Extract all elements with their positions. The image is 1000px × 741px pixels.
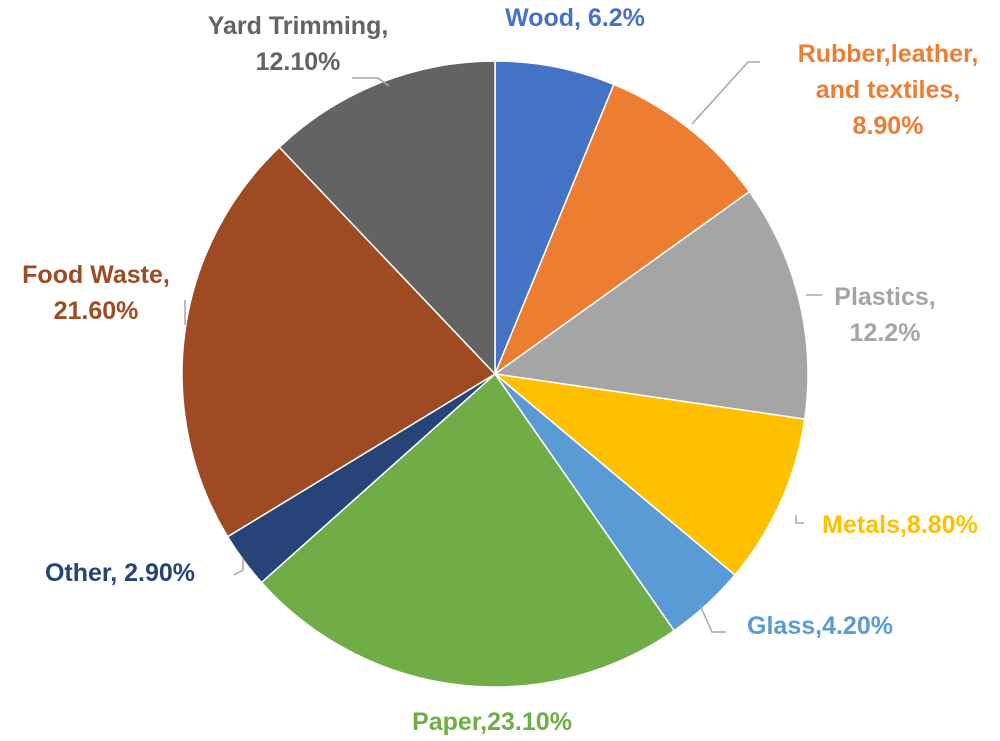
pie-slice-7 (181, 146, 497, 538)
leader-line-8 (352, 77, 390, 87)
leader-line-6 (233, 558, 244, 576)
data-label-4: Glass,4.20% (747, 612, 893, 640)
data-label-5-line-0: Paper,23.10% (412, 708, 572, 736)
pie-slice-0 (494, 60, 615, 375)
data-label-7-line-1: 21.60% (54, 297, 139, 325)
data-label-7: Food Waste, 21.60% (22, 261, 170, 325)
data-label-0-line-0: Wood, 6.2% (505, 4, 645, 32)
data-label-2: Plastics, 12.2% (834, 283, 935, 347)
leader-line-4 (699, 604, 726, 633)
pie-slice-3 (492, 372, 806, 577)
leader-line-1 (691, 61, 760, 125)
data-label-3-line-0: Metals,8.80% (822, 511, 978, 539)
data-label-1-line-2: 8.90% (853, 112, 924, 140)
data-label-2-line-0: Plastics, (834, 283, 935, 311)
data-label-7-line-0: Food Waste, (22, 261, 170, 289)
data-label-5: Paper,23.10% (412, 708, 572, 736)
pie-slice-2 (493, 190, 809, 420)
data-label-1: Rubber,leather, and textiles, 8.90% (798, 40, 979, 140)
data-label-6: Other, 2.90% (45, 559, 195, 587)
data-label-3: Metals,8.80% (822, 511, 978, 539)
data-label-6-line-0: Other, 2.90% (45, 559, 195, 587)
data-labels: Wood, 6.2% Rubber,leather, and textiles, 8.… (22, 4, 978, 736)
leader-lines (184, 61, 822, 633)
pie-slices (181, 60, 809, 688)
pie-slice-8 (278, 60, 496, 376)
data-label-8-line-0: Yard Trimming, (208, 12, 389, 40)
data-label-8: Yard Trimming, 12.10% (208, 12, 389, 76)
data-label-2-line-1: 12.2% (850, 319, 921, 347)
data-label-1-line-0: Rubber,leather, (798, 40, 979, 68)
data-label-1-line-1: and textiles, (816, 76, 961, 104)
data-label-0: Wood, 6.2% (505, 4, 645, 32)
data-label-8-line-1: 12.10% (256, 48, 341, 76)
pie-slice-5 (260, 372, 676, 688)
pie-slice-1 (493, 83, 751, 377)
leader-line-3 (795, 515, 804, 524)
data-label-4-line-0: Glass,4.20% (747, 612, 893, 640)
